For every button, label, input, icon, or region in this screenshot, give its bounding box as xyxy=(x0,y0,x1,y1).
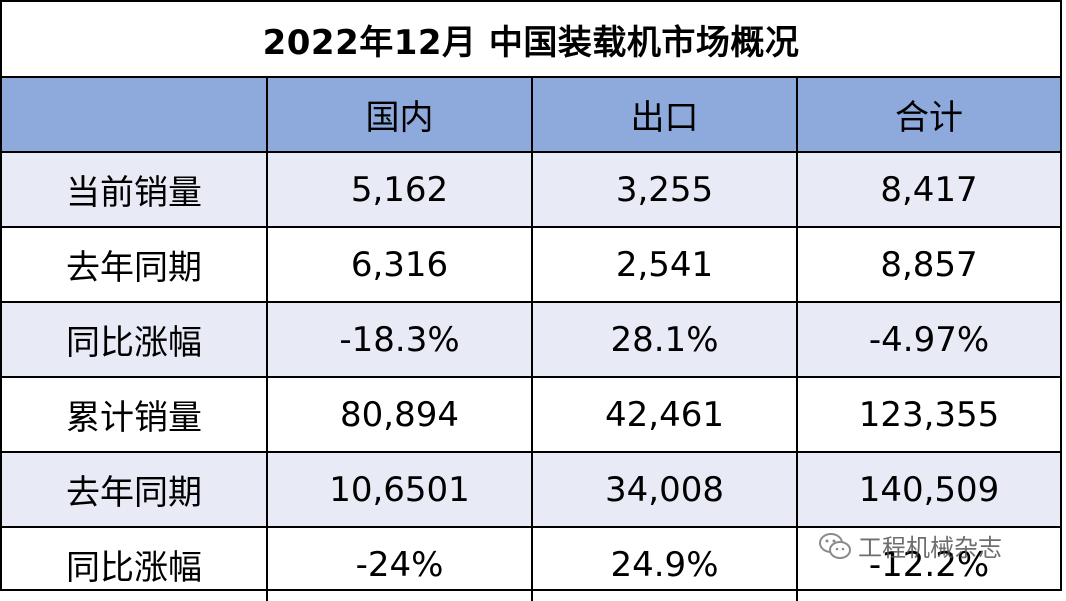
cell-export: 3,255 xyxy=(531,151,798,228)
cell-domestic: 10,6501 xyxy=(266,451,533,528)
cell-domestic: 5,162 xyxy=(266,151,533,228)
cell-total: -4.97% xyxy=(796,301,1060,378)
header-cell-domestic: 国内 xyxy=(266,78,533,153)
cell-total: -12.2% xyxy=(796,526,1060,601)
row-label: 当前销量 xyxy=(2,151,268,228)
cell-domestic: 80,894 xyxy=(266,376,533,453)
cell-export: 2,541 xyxy=(531,226,798,303)
table-title: 2022年12月 中国装载机市场概况 xyxy=(2,2,1060,78)
table-row: 同比涨幅 -18.3% 28.1% -4.97% xyxy=(2,301,1060,378)
header-cell-export: 出口 xyxy=(531,78,798,153)
table-row: 累计销量 80,894 42,461 123,355 xyxy=(2,376,1060,453)
data-grid: 国内 出口 合计 当前销量 5,162 3,255 8,417 去年同期 6,3… xyxy=(2,78,1060,601)
cell-export: 42,461 xyxy=(531,376,798,453)
cell-total: 8,857 xyxy=(796,226,1060,303)
cell-domestic: 6,316 xyxy=(266,226,533,303)
cell-domestic: -18.3% xyxy=(266,301,533,378)
header-cell-empty xyxy=(2,78,268,153)
cell-export: 28.1% xyxy=(531,301,798,378)
table-row: 同比涨幅 -24% 24.9% -12.2% xyxy=(2,526,1060,601)
table-row: 当前销量 5,162 3,255 8,417 xyxy=(2,151,1060,228)
header-cell-total: 合计 xyxy=(796,78,1060,153)
row-label: 去年同期 xyxy=(2,451,268,528)
cell-export: 24.9% xyxy=(531,526,798,601)
row-label: 同比涨幅 xyxy=(2,301,268,378)
row-label: 同比涨幅 xyxy=(2,526,268,601)
table-row: 去年同期 6,316 2,541 8,857 xyxy=(2,226,1060,303)
cell-domestic: -24% xyxy=(266,526,533,601)
cell-total: 8,417 xyxy=(796,151,1060,228)
cell-total: 140,509 xyxy=(796,451,1060,528)
cell-export: 34,008 xyxy=(531,451,798,528)
table-row: 去年同期 10,6501 34,008 140,509 xyxy=(2,451,1060,528)
row-label: 累计销量 xyxy=(2,376,268,453)
cell-total: 123,355 xyxy=(796,376,1060,453)
header-row: 国内 出口 合计 xyxy=(2,78,1060,153)
row-label: 去年同期 xyxy=(2,226,268,303)
